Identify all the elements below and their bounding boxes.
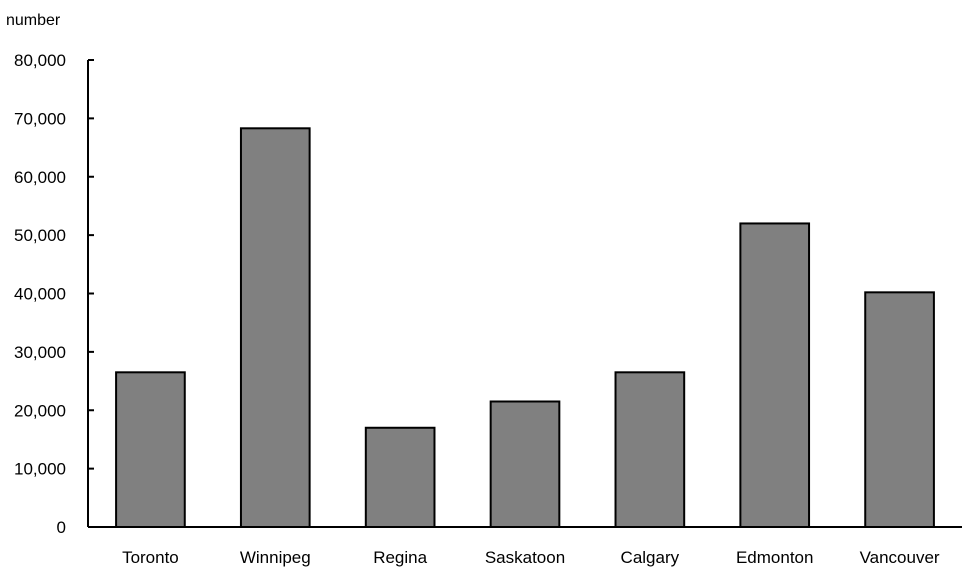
bar-edmonton bbox=[739, 222, 811, 528]
bar-toronto bbox=[115, 371, 186, 528]
y-axis-ticks: 0 10,000 20,000 30,000 40,000 50,000 60,000 70,… bbox=[14, 51, 94, 537]
y-tick-label: 80,000 bbox=[14, 51, 66, 70]
y-tick-label: 40,000 bbox=[14, 285, 66, 304]
bar-calgary bbox=[614, 371, 686, 528]
y-tick-label: 0 bbox=[57, 518, 66, 537]
x-category-label: Vancouver bbox=[860, 548, 940, 567]
x-category-label: Winnipeg bbox=[240, 548, 311, 567]
y-tick-label: 10,000 bbox=[14, 460, 66, 479]
x-category-label: Saskatoon bbox=[485, 548, 565, 567]
x-category-label: Calgary bbox=[621, 548, 680, 567]
y-tick-label: 60,000 bbox=[14, 168, 66, 187]
x-category-label: Edmonton bbox=[736, 548, 814, 567]
bars-group bbox=[115, 127, 935, 529]
bar-vancouver bbox=[864, 291, 935, 528]
x-category-label: Regina bbox=[373, 548, 427, 567]
bar-winnipeg bbox=[239, 127, 311, 529]
x-category-label: Toronto bbox=[122, 548, 179, 567]
y-tick-label: 70,000 bbox=[14, 109, 66, 128]
y-tick-label: 20,000 bbox=[14, 401, 66, 420]
bar-saskatoon bbox=[489, 400, 561, 528]
x-axis-labels: Toronto Winnipeg Regina Saskatoon Calgary Edm… bbox=[122, 548, 940, 567]
bar-regina bbox=[364, 426, 436, 529]
y-axis-unit-label: number bbox=[6, 12, 61, 29]
y-tick-label: 50,000 bbox=[14, 226, 66, 245]
y-tick-label: 30,000 bbox=[14, 343, 66, 362]
